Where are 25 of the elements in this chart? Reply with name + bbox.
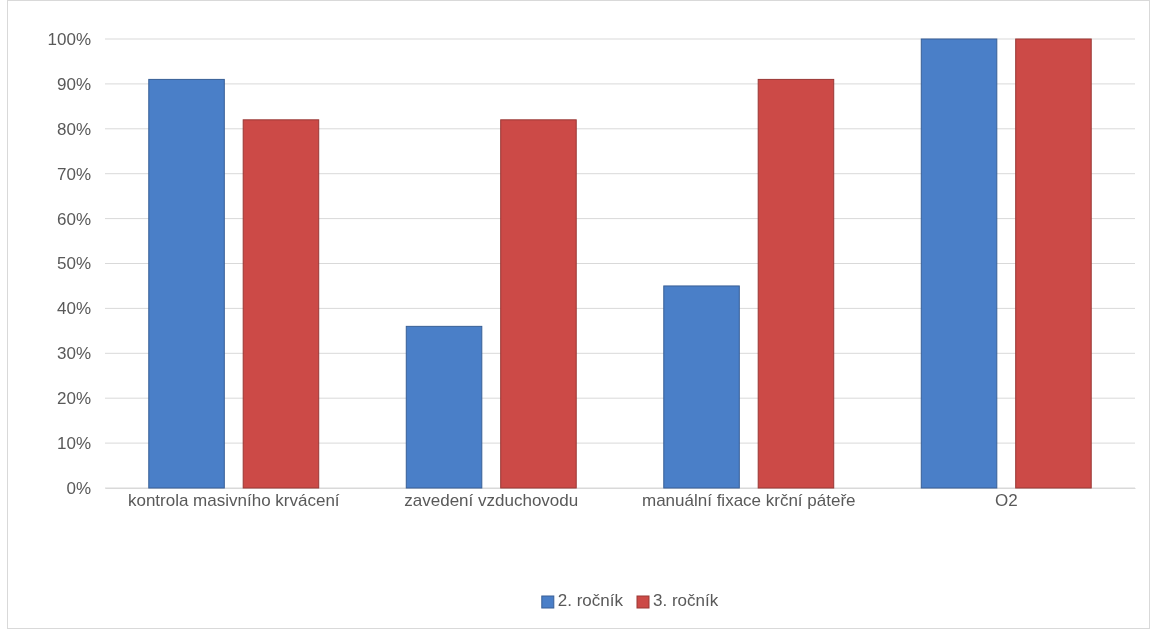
bar	[1015, 38, 1092, 489]
y-tick-label: 70%	[56, 164, 91, 184]
bar	[148, 78, 225, 489]
y-tick-label: 50%	[56, 254, 91, 274]
y-tick-label: 0%	[66, 478, 91, 498]
y-tick-label: 10%	[56, 434, 91, 454]
y-tick-label: 100%	[47, 29, 91, 49]
y-tick-label: 20%	[56, 389, 91, 409]
bar	[405, 325, 483, 489]
x-tick-label: O2	[994, 491, 1018, 510]
y-tick-label: 60%	[56, 209, 91, 229]
y-tick-label: 90%	[56, 74, 91, 94]
bar	[242, 119, 320, 489]
x-tick-label: manuální fixace krční páteře	[641, 491, 856, 510]
bar	[500, 119, 577, 489]
x-tick-label: kontrola masivního krvácení	[127, 491, 340, 510]
legend-label: 3. ročník	[653, 591, 719, 610]
x-tick-label: zavedení vzduchovodu	[404, 491, 579, 510]
y-tick-label: 30%	[56, 344, 91, 364]
y-tick-label: 40%	[56, 299, 91, 319]
bar	[920, 38, 998, 489]
bar	[757, 78, 835, 489]
bar	[663, 285, 740, 489]
legend-label: 2. ročník	[557, 591, 624, 610]
y-tick-label: 80%	[56, 119, 91, 139]
